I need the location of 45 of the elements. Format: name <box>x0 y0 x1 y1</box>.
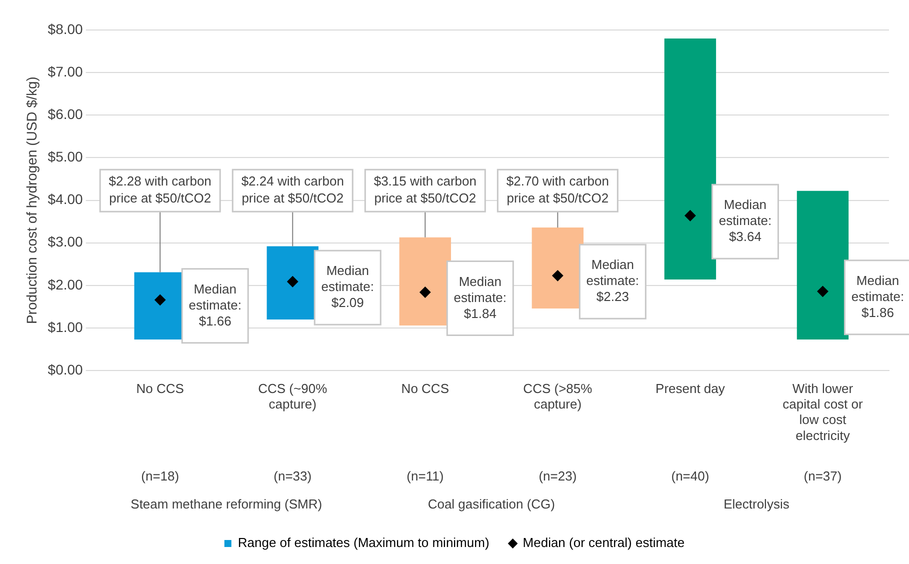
text: Steam methane reforming (SMR) <box>130 496 322 512</box>
text: (n=40) <box>671 468 710 484</box>
data-label: Median estimate: $1.66 <box>188 282 242 329</box>
annotation: $3.15 with carbon price at $50/tCO2 <box>374 174 476 206</box>
point <box>552 270 564 282</box>
bar <box>664 38 716 280</box>
x-tick-label: No CCS <box>401 380 450 396</box>
y-tick-label: $6.00 <box>48 106 84 122</box>
y-tick-label: $0.00 <box>48 361 84 378</box>
x-tick-label: Present day <box>656 380 726 396</box>
y-tick-label: $7.00 <box>48 63 84 80</box>
point <box>154 294 166 306</box>
x-tick-label: CCS (>85% capture) <box>523 380 593 412</box>
y-tick-label: $3.00 <box>48 234 84 250</box>
x-tick-label: No CCS <box>136 380 184 396</box>
y-axis-title: Production cost of hydrogen (USD $/kg) <box>23 76 40 324</box>
annotation: $2.28 with carbon price at $50/tCO2 <box>108 174 212 206</box>
data-label: Median estimate: $2.23 <box>586 257 640 304</box>
text: (n=11) <box>406 468 444 484</box>
text: (n=33) <box>274 468 312 484</box>
x-tick-label: CCS (~90% capture) <box>258 380 328 412</box>
text: Coal gasification (CG) <box>428 496 555 512</box>
point <box>684 210 696 222</box>
data-label: Median estimate: $1.84 <box>454 274 507 321</box>
y-tick-label: $8.00 <box>48 20 84 37</box>
data-label: Median estimate: $3.64 <box>718 197 772 244</box>
data-label: Median estimate: $2.09 <box>321 263 374 310</box>
y-tick-label: $1.00 <box>48 318 84 335</box>
annotation: $2.70 with carbon price at $50/tCO2 <box>506 174 609 206</box>
y-tick-label: $5.00 <box>48 148 84 165</box>
legend-label: Range of estimates (Maximum to minimum) <box>238 535 490 550</box>
text: (n=18) <box>141 468 180 484</box>
annotation: $2.24 with carbon price at $50/tCO2 <box>241 174 344 206</box>
text: (n=37) <box>804 468 842 484</box>
data-label: Median estimate: $1.86 <box>851 272 904 320</box>
legend-label: Median (or central) estimate <box>522 535 685 550</box>
x-tick-label: With lower capital cost or low cost electricity <box>782 380 864 443</box>
point <box>420 286 431 298</box>
point <box>287 276 298 288</box>
text: (n=23) <box>538 468 577 484</box>
y-tick-label: $2.00 <box>48 276 84 292</box>
y-tick-label: $4.00 <box>48 191 84 208</box>
text: Electrolysis <box>724 496 790 512</box>
bar <box>796 190 849 340</box>
point <box>817 286 828 297</box>
